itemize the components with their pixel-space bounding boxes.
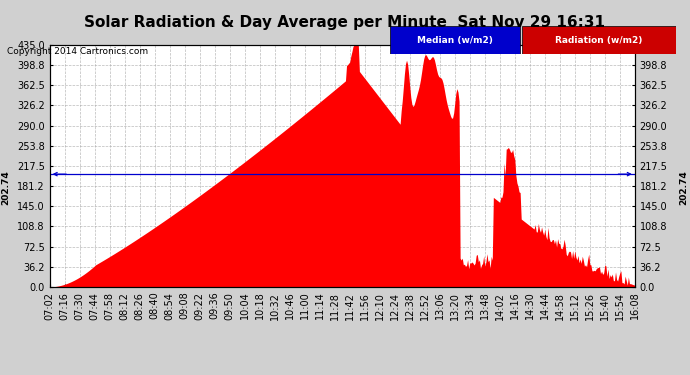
Bar xyxy=(390,26,520,54)
Text: Median (w/m2): Median (w/m2) xyxy=(417,36,493,45)
Text: Solar Radiation & Day Average per Minute  Sat Nov 29 16:31: Solar Radiation & Day Average per Minute… xyxy=(84,15,606,30)
Text: Radiation (w/m2): Radiation (w/m2) xyxy=(555,36,642,45)
Text: 202.74: 202.74 xyxy=(680,170,689,205)
Bar xyxy=(522,26,676,54)
Text: Copyright 2014 Cartronics.com: Copyright 2014 Cartronics.com xyxy=(7,47,148,56)
Text: 202.74: 202.74 xyxy=(1,170,10,205)
